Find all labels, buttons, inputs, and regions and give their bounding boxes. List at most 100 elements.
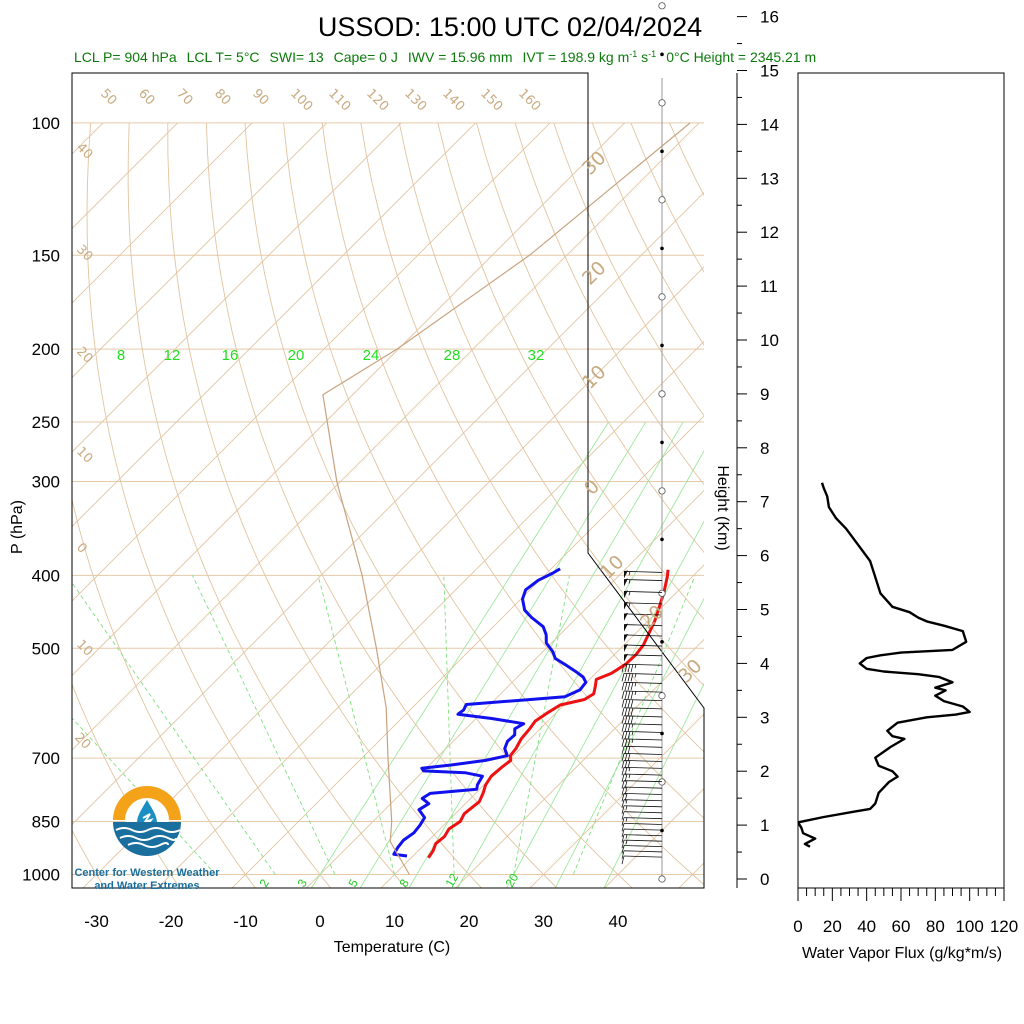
wind-barb-half-feather: [625, 840, 628, 845]
dry-adiabat-line: [785, 123, 1024, 891]
mixing-ratio-line: [408, 421, 684, 888]
pressure-tick-label: 100: [32, 114, 60, 133]
wind-barb-half-feather: [628, 579, 631, 584]
dry-adiabat-line: [747, 123, 1024, 891]
swi-text: SWI= 13: [270, 49, 324, 65]
wind-barb-half-feather: [628, 767, 631, 772]
dry-adiabat-line: [72, 829, 106, 888]
wind-barb-shaft: [623, 828, 663, 831]
wind-barb-shaft: [623, 845, 663, 848]
flux-tick-label: 80: [926, 917, 945, 936]
wind-barb-feather: [624, 753, 628, 762]
isotherm-line: [529, 713, 704, 888]
wind-barb-feather: [621, 793, 625, 802]
isotherm-line: [72, 122, 476, 528]
wind-barb-feather: [624, 699, 628, 708]
ivt-mid: s: [637, 49, 648, 65]
wind-barb-feather: [627, 707, 631, 716]
mixing-ratio-line: [359, 421, 647, 888]
height-marker-dot: [660, 149, 664, 154]
height-tick-label: 15: [760, 62, 779, 81]
wind-barb-shaft: [623, 793, 663, 795]
wind-barb-feather: [630, 673, 634, 682]
wind-barb-feather: [627, 690, 631, 700]
height-tick-label: 16: [760, 8, 779, 27]
moist-adiabat-label: 12: [442, 871, 461, 890]
temperature-tick-label: 10: [385, 912, 404, 931]
wind-barb-half-feather: [634, 673, 637, 678]
mixing-ratio-line: [310, 421, 609, 888]
dry-adiabat-label: 30: [73, 242, 95, 264]
wind-barb-feather: [627, 753, 631, 762]
mixing-ratio-label: 12: [164, 347, 181, 364]
isotherm-line: [305, 489, 704, 888]
dry-adiabat-label: 130: [401, 86, 429, 114]
lcl-t-text: LCL T= 5°C: [187, 49, 260, 65]
mixing-ratio-label: 20: [288, 347, 305, 364]
wind-barb-flag: [624, 590, 628, 599]
height-tick-label: 3: [760, 708, 769, 727]
temperature-tick-label: 30: [534, 912, 553, 931]
wind-profile: [621, 2, 666, 883]
flux-tick-label: 40: [857, 917, 876, 936]
wind-barb-feather: [624, 673, 628, 682]
dry-adiabat-line: [321, 122, 704, 819]
mixing-ratio-label: 32: [528, 347, 545, 364]
height-marker-circle: [658, 875, 666, 883]
wind-barb-feather: [627, 723, 631, 732]
dry-adiabat-line: [72, 683, 181, 888]
height-marker-dot: [660, 343, 664, 348]
wind-barb-feather: [621, 799, 625, 808]
height-marker-circle: [658, 196, 666, 204]
height-marker-dot: [660, 52, 664, 57]
wave-icon: [115, 827, 181, 833]
wind-barb-half-feather: [631, 731, 634, 736]
wind-barb-feather: [624, 793, 628, 802]
dry-adiabat-line: [205, 122, 558, 888]
wind-barb-feather: [630, 682, 634, 691]
y-axis-title: P (hPa): [9, 500, 26, 554]
wind-barb-shaft: [623, 644, 663, 647]
main-plot-border: [71, 72, 705, 889]
flux-axis-title: Water Vapor Flux (g/kg*m/s): [802, 945, 1002, 962]
height-marker-circle: [658, 99, 666, 107]
wind-barb-shaft: [623, 805, 663, 808]
wind-barb-feather: [624, 780, 628, 789]
wind-barb-shaft: [623, 817, 663, 820]
isotherm-line: [82, 266, 704, 888]
moist-adiabat-label: 20: [502, 871, 521, 890]
wind-barb-feather: [621, 723, 625, 732]
dry-adiabat-label: 50: [97, 86, 119, 108]
ivt-text: IVT = 198.9 kg m: [523, 49, 630, 65]
lcl-p-text: LCL P= 904 hPa: [74, 49, 177, 65]
skew-t-background: [72, 122, 1024, 891]
dry-adiabat-line: [86, 122, 332, 888]
height-tick-label: 13: [760, 169, 779, 188]
wind-barb-half-feather: [625, 805, 628, 810]
wind-barb-half-feather: [628, 773, 631, 779]
wave-icon: [119, 835, 177, 841]
ivt-exp-2: -1: [648, 49, 656, 59]
wind-barb-feather: [621, 834, 625, 843]
isotherm-line: [72, 122, 327, 379]
temperature-tick-label: 0: [315, 912, 324, 931]
dry-adiabat-label: 140: [439, 86, 467, 114]
wind-barb-shaft: [623, 613, 663, 616]
wind-barb-feather: [627, 682, 631, 691]
wind-barb-feather: [624, 738, 628, 747]
height-tick-label: 6: [760, 547, 769, 566]
wind-barb-half-feather: [628, 602, 631, 607]
wind-barb-feather: [621, 753, 625, 762]
wind-barb-feather: [627, 715, 631, 724]
temperature-line: [427, 569, 670, 859]
height-tick-label: 10: [760, 331, 779, 350]
moist-adiabat-line: [572, 575, 696, 875]
dry-adiabat-label: 100: [287, 86, 315, 114]
isotherm-line: [72, 122, 253, 304]
isotherm-line: [72, 122, 402, 453]
isotherm-line: [72, 122, 178, 230]
isotherm-label: 30: [578, 147, 611, 180]
wind-barb-flag: [624, 612, 628, 621]
flux-tick-label: 20: [823, 917, 842, 936]
